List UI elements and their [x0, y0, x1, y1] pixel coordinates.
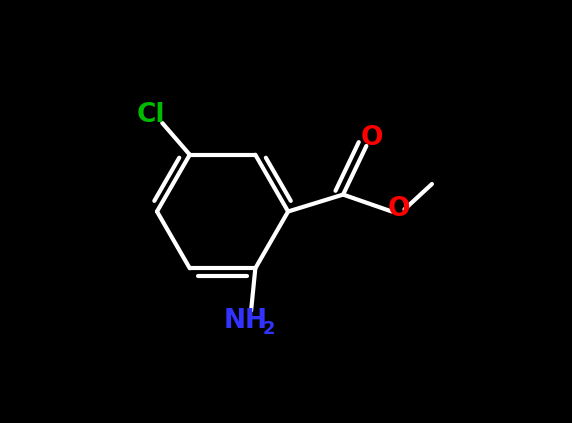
Text: 2: 2 — [263, 320, 275, 338]
Text: O: O — [388, 196, 411, 222]
Text: O: O — [360, 125, 383, 151]
Text: Cl: Cl — [136, 102, 165, 128]
Text: NH: NH — [224, 308, 268, 334]
